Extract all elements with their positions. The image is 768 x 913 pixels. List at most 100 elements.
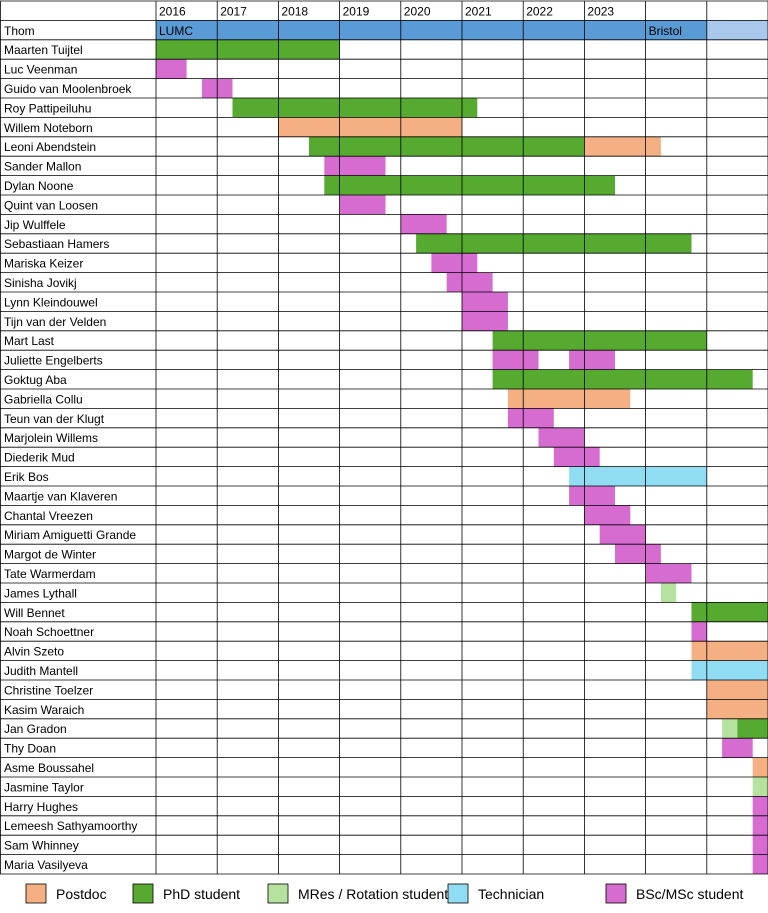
- year-label: 2018: [281, 4, 308, 18]
- person-name: Leoni Abendstein: [4, 140, 96, 154]
- year-label: 2017: [220, 4, 247, 18]
- legend-swatch-mres: [267, 883, 289, 904]
- bar-bsc: [615, 544, 661, 564]
- bar-bsc: [752, 796, 768, 816]
- person-name: Jan Gradon: [4, 722, 67, 736]
- person-name: Teun van der Klugt: [4, 412, 105, 426]
- person-name: Harry Hughes: [4, 800, 78, 814]
- person-name: Lynn Kleindouwel: [4, 295, 98, 309]
- person-name: Noah Schoettner: [4, 625, 94, 639]
- bar-mres: [660, 583, 677, 603]
- person-name: Luc Veenman: [4, 63, 77, 77]
- bar-bsc: [645, 563, 692, 583]
- year-label: 2019: [343, 4, 370, 18]
- person-name: Sander Mallon: [4, 160, 81, 174]
- person-name: James Lythall: [4, 586, 77, 600]
- legend-swatch-bsc: [605, 883, 627, 904]
- person-name: Maarten Tuijtel: [4, 43, 83, 57]
- bar-bsc: [431, 253, 478, 273]
- bar-bsc: [752, 835, 768, 855]
- bar-phd: [232, 98, 478, 118]
- bar-bsc: [752, 815, 768, 836]
- person-name: Maartje van Klaveren: [4, 489, 117, 503]
- bar-mres: [722, 718, 738, 739]
- bar-postdoc: [706, 699, 768, 719]
- person-name: Judith Mantell: [4, 664, 78, 678]
- legend-label-postdoc: Postdoc: [56, 886, 107, 902]
- legend: Postdoc PhD student MRes / Rotation studen…: [25, 883, 743, 904]
- bar-postdoc: [752, 757, 768, 777]
- bar-bsc: [599, 524, 646, 545]
- person-name: Sinisha Jovikj: [4, 276, 77, 290]
- text-layer: 2016 2017 2018 2019 2020 2021 2022 2023 Thom LUMC…: [4, 4, 682, 872]
- legend-label-mres: MRes / Rotation student: [298, 886, 448, 902]
- person-name: Tate Warmerdam: [4, 567, 96, 581]
- bar-bsc: [722, 738, 753, 758]
- legend-label-technician: Technician: [478, 886, 544, 902]
- bar-bsc: [156, 59, 187, 79]
- legend-swatch-phd: [132, 883, 154, 904]
- person-name: Christine Toelzer: [4, 683, 93, 697]
- bar-bsc: [446, 272, 493, 292]
- person-name: Roy Pattipeiluhu: [4, 101, 91, 115]
- person-name: Willem Noteborn: [4, 121, 93, 135]
- legend-label-phd: PhD student: [163, 886, 240, 902]
- person-name: Miriam Amiguetti Grande: [4, 528, 136, 542]
- legend-swatch-postdoc: [25, 883, 47, 904]
- bar-bsc: [462, 292, 508, 312]
- bar-phd: [492, 369, 753, 389]
- bar-phd: [309, 136, 585, 157]
- person-name: Maria Vasilyeva: [4, 858, 88, 872]
- bar-bsc: [538, 427, 585, 448]
- location-bar-1: [645, 20, 707, 40]
- person-name: Jasmine Taylor: [4, 780, 84, 794]
- bar-postdoc: [278, 117, 462, 137]
- person-name: Juliette Engelberts: [4, 354, 103, 368]
- bar-bsc: [339, 195, 386, 215]
- bar-bsc: [400, 214, 447, 234]
- person-name: Asme Boussahel: [4, 761, 94, 775]
- bar-bsc: [492, 350, 539, 370]
- bar-bsc: [569, 350, 615, 370]
- person-name: Mart Last: [4, 334, 55, 348]
- bar-phd: [691, 602, 768, 622]
- bar-bsc: [569, 486, 615, 506]
- person-name: Sam Whinney: [4, 839, 79, 853]
- person-name: Marjolein Willems: [4, 431, 98, 445]
- person-name: Thy Doan: [4, 742, 56, 756]
- person-name: Kasim Waraich: [4, 703, 84, 717]
- header-label: Thom: [4, 24, 35, 38]
- bar-phd: [156, 39, 340, 60]
- location-bar-2: [706, 20, 768, 40]
- bar-phd: [492, 330, 707, 351]
- bar-postdoc: [706, 680, 768, 700]
- bar-postdoc: [691, 641, 768, 661]
- person-name: Sebastiaan Hamers: [4, 237, 109, 251]
- person-name: Margot de Winter: [4, 548, 96, 562]
- bar-technician: [569, 466, 707, 486]
- person-name: Jip Wulffele: [4, 218, 66, 232]
- bar-postdoc: [584, 136, 661, 157]
- person-name: Tijn van der Velden: [4, 315, 106, 329]
- bar-bsc: [553, 447, 600, 467]
- bars-layer: [156, 20, 768, 874]
- bar-bsc: [584, 505, 631, 525]
- bar-bsc: [507, 408, 554, 428]
- bar-mres: [752, 777, 768, 797]
- legend-label-bsc: BSc/MSc student: [636, 886, 743, 902]
- bar-bsc: [691, 621, 707, 642]
- year-label: 2016: [159, 4, 186, 18]
- year-label: 2023: [587, 4, 614, 18]
- bar-bsc: [462, 311, 508, 331]
- person-name: Erik Bos: [4, 470, 49, 484]
- bar-phd: [324, 175, 615, 195]
- person-name: Goktug Aba: [4, 373, 67, 387]
- bar-postdoc: [507, 389, 631, 409]
- location-label: Bristol: [649, 24, 682, 38]
- person-name: Dylan Noone: [4, 179, 74, 193]
- bar-bsc: [752, 854, 768, 874]
- person-name: Will Bennet: [4, 606, 65, 620]
- person-name: Alvin Szeto: [4, 645, 64, 659]
- year-label: 2021: [465, 4, 492, 18]
